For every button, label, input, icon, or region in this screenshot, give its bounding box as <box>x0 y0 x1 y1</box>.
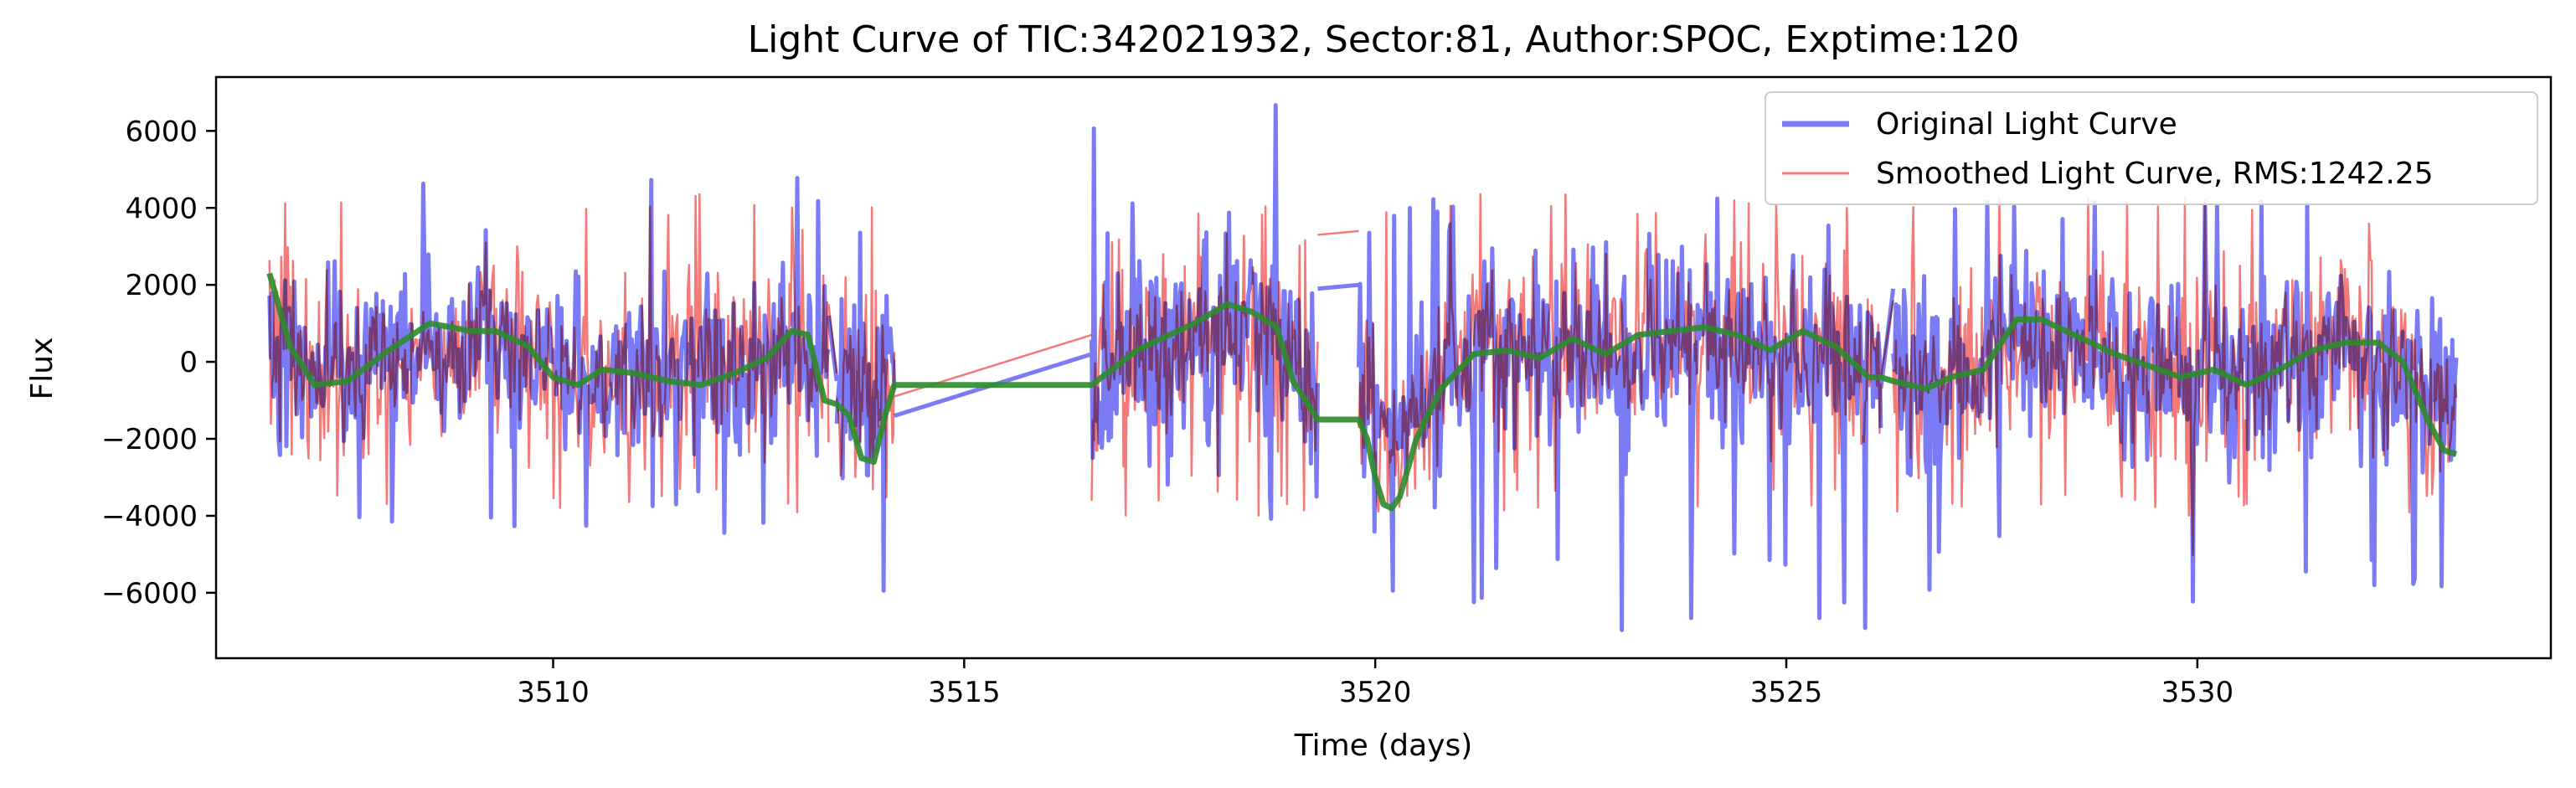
chart-title: Light Curve of TIC:342021932, Sector:81,… <box>748 18 2020 61</box>
flux-segment <box>268 193 830 513</box>
trend-line <box>266 272 2458 512</box>
y-tick-label: −2000 <box>101 423 198 456</box>
x-tick-label: 3525 <box>1750 676 1823 709</box>
y-tick-label: 0 <box>179 346 198 379</box>
y-tick-label: −6000 <box>101 577 198 610</box>
x-tick-label: 3510 <box>517 676 590 709</box>
y-tick-label: 4000 <box>125 192 198 225</box>
plot-frame <box>214 75 2553 660</box>
y-tick-label: 2000 <box>125 269 198 302</box>
x-tick-label: 3520 <box>1339 676 1412 709</box>
legend: Original Light Curve Smoothed Light Curv… <box>1765 91 2538 205</box>
y-axis-label: Flux <box>25 337 59 400</box>
x-tick-label: 3530 <box>2161 676 2234 709</box>
legend-label-smoothed: Smoothed Light Curve, RMS:1242.25 <box>1876 157 2434 191</box>
gap-connector <box>827 304 838 374</box>
gap-connector <box>1317 282 1359 291</box>
series-layer <box>266 103 2459 632</box>
y-tick-label: 6000 <box>125 115 198 148</box>
x-axis: 3510 3515 3520 3525 3530 <box>517 658 2233 709</box>
legend-label-original: Original Light Curve <box>1876 107 2177 142</box>
gap-connector <box>1317 229 1359 236</box>
x-axis-label: Time (days) <box>1294 729 1473 763</box>
flux-segment <box>835 206 896 499</box>
x-tick-label: 3515 <box>928 676 1001 709</box>
y-tick-label: −4000 <box>101 500 198 533</box>
gap-connector <box>1879 300 1894 378</box>
legend-box <box>1765 91 2538 205</box>
flux-segment <box>1892 195 2458 557</box>
y-axis: −6000 −4000 −2000 0 2000 4000 6000 <box>101 115 216 610</box>
